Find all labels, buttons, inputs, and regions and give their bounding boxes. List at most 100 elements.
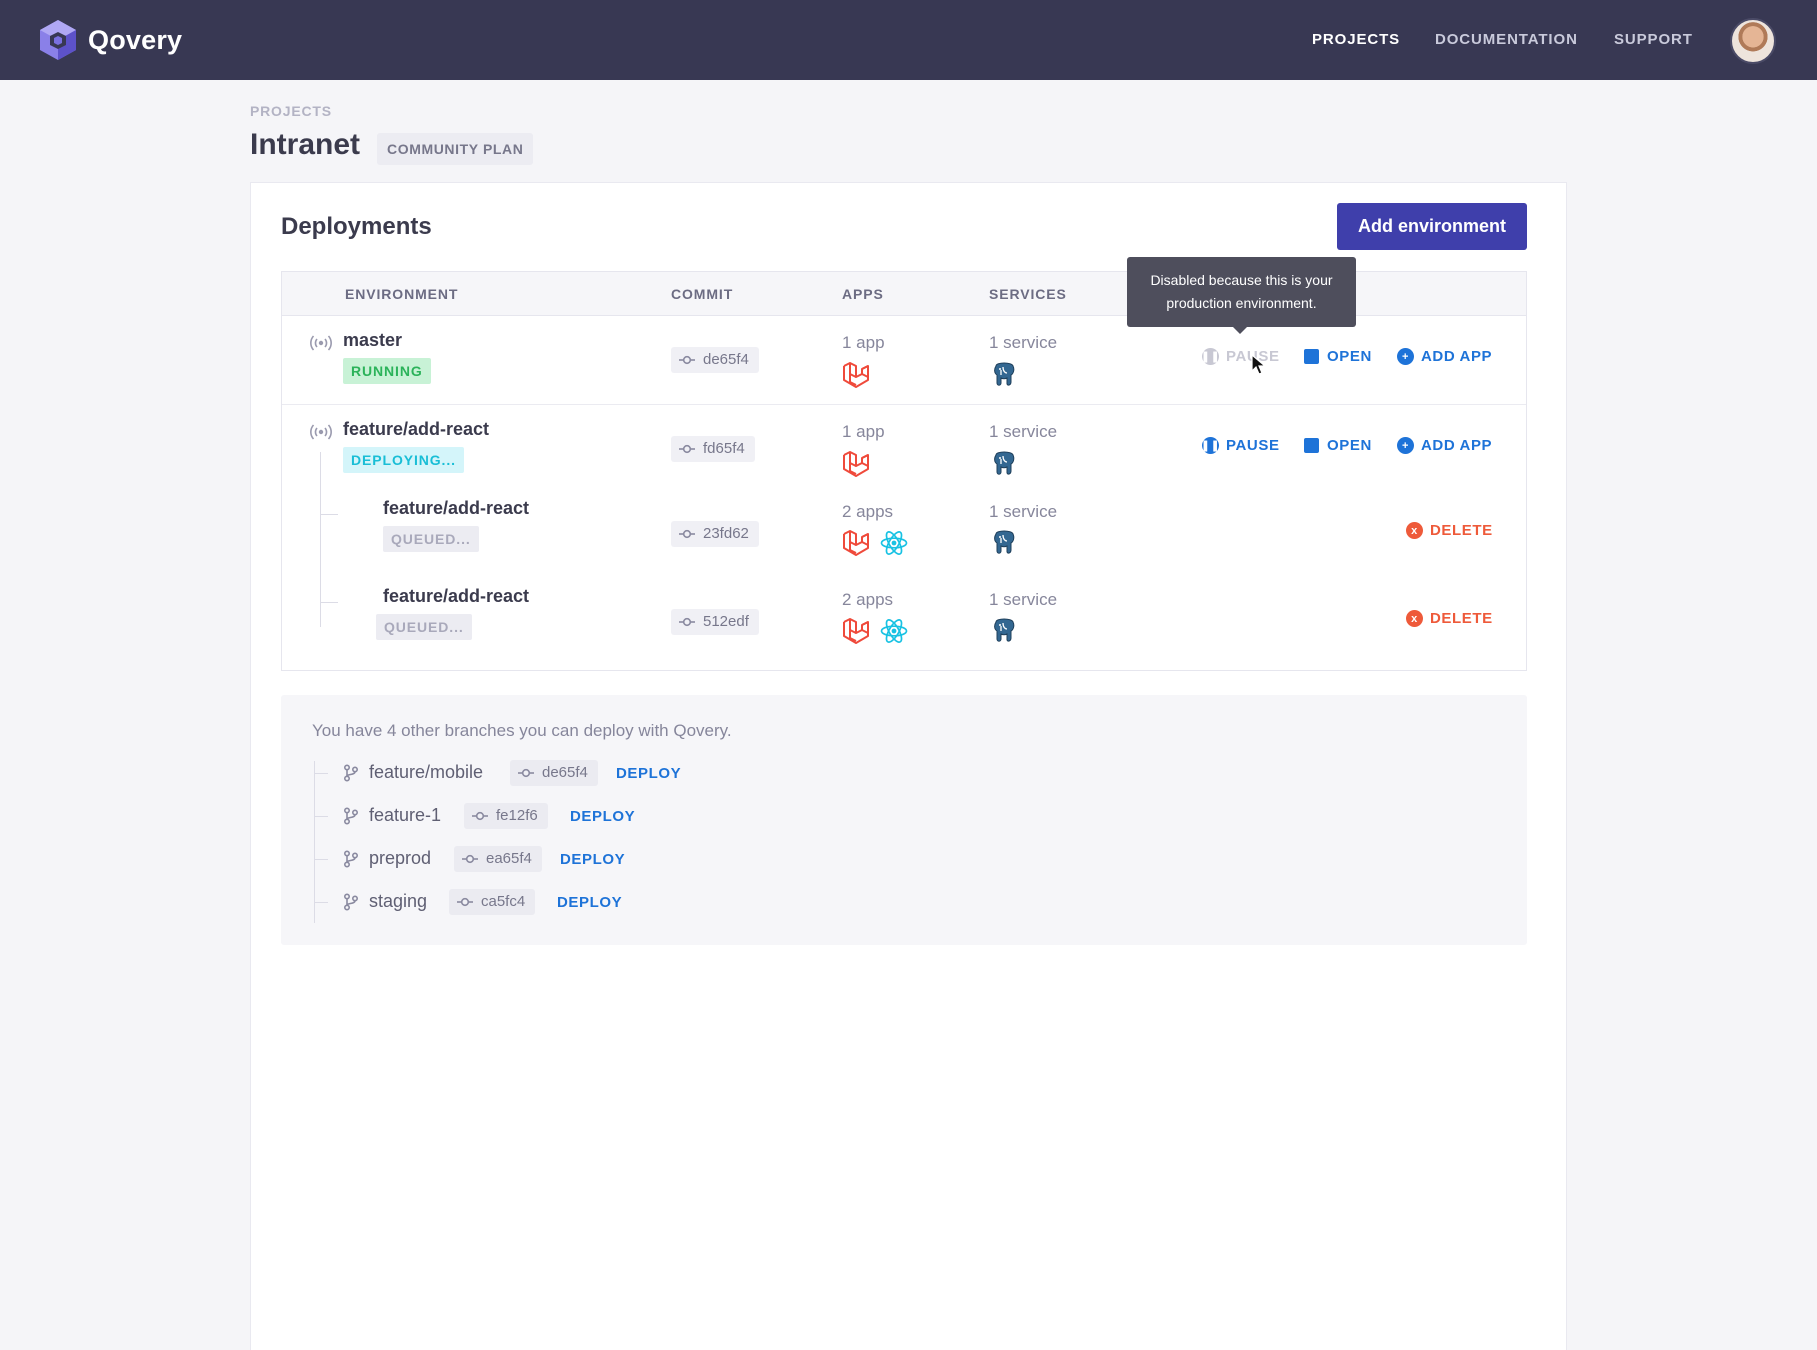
apps-count: 1 app	[842, 333, 885, 352]
tree-line	[320, 602, 338, 603]
deployments-card: Deployments Add environment ENVIRONMENT …	[250, 182, 1567, 1350]
postgresql-icon	[990, 449, 1018, 477]
plus-icon: +	[1397, 437, 1414, 454]
tree-line	[314, 902, 328, 903]
deployments-title: Deployments	[281, 213, 432, 240]
open-button[interactable]: OPEN	[1304, 437, 1372, 454]
add-app-button[interactable]: + ADD APP	[1397, 348, 1492, 365]
pause-label: PAUSE	[1226, 437, 1280, 454]
environments-table: ENVIRONMENT COMMIT APPS SERVICES master …	[281, 271, 1527, 671]
tree-line	[320, 452, 321, 627]
column-apps: APPS	[842, 286, 884, 302]
top-navbar: Qovery PROJECTS DOCUMENTATION SUPPORT	[0, 0, 1817, 80]
branch-name: preprod	[369, 848, 432, 868]
status-badge: QUEUED...	[383, 526, 479, 552]
nav-documentation[interactable]: DOCUMENTATION	[1435, 31, 1578, 48]
git-commit-icon	[679, 529, 695, 539]
environment-name[interactable]: feature/add-react	[383, 586, 530, 606]
git-commit-icon	[472, 811, 488, 821]
laravel-icon	[841, 617, 869, 645]
brand-name: Qovery	[88, 24, 183, 55]
commit-badge: ca5fc4	[449, 889, 536, 915]
commit-hash: de65f4	[542, 764, 588, 781]
pause-icon: ❚❚	[1201, 437, 1220, 454]
commit-badge: fe12f6	[464, 803, 548, 829]
commit-badge: ea65f4	[454, 846, 542, 872]
apps-count: 2 apps	[842, 502, 894, 521]
commit-hash: 23fd62	[703, 525, 749, 542]
commit-hash: ea65f4	[486, 850, 532, 867]
add-app-button[interactable]: + ADD APP	[1397, 437, 1492, 454]
tree-line	[314, 773, 328, 774]
branch-name: feature-1	[369, 805, 442, 825]
close-circle-icon: x	[1406, 522, 1423, 539]
pause-icon: ❚❚	[1201, 348, 1220, 365]
tree-line	[314, 816, 328, 817]
add-environment-button[interactable]: Add environment	[1337, 203, 1527, 250]
close-circle-icon: x	[1406, 610, 1423, 627]
delete-label: DELETE	[1430, 522, 1493, 539]
row-divider	[282, 404, 1526, 405]
delete-button[interactable]: x DELETE	[1406, 522, 1493, 539]
branch-name: feature/mobile	[369, 762, 484, 782]
services-count: 1 service	[989, 590, 1058, 609]
commit-hash: ca5fc4	[481, 893, 526, 910]
commit-badge: de65f4	[510, 760, 598, 786]
postgresql-icon	[990, 360, 1018, 388]
tree-line	[320, 514, 338, 515]
laravel-icon	[841, 529, 869, 557]
services-count: 1 service	[989, 333, 1058, 352]
branches-intro: You have 4 other branches you can deploy…	[312, 721, 732, 740]
git-commit-icon	[679, 444, 695, 454]
environment-name[interactable]: feature/add-react	[343, 419, 490, 439]
react-icon	[880, 529, 908, 557]
delete-button[interactable]: x DELETE	[1406, 610, 1493, 627]
react-icon	[880, 617, 908, 645]
column-environment: ENVIRONMENT	[345, 286, 459, 302]
environment-name[interactable]: feature/add-react	[383, 498, 530, 518]
apps-count: 2 apps	[842, 590, 894, 609]
apps-count: 1 app	[842, 422, 885, 441]
add-app-label: ADD APP	[1421, 437, 1493, 454]
git-branch-icon	[343, 850, 359, 868]
page-title: Intranet	[250, 128, 361, 161]
commit-hash: fe12f6	[496, 807, 538, 824]
plus-icon: +	[1397, 348, 1414, 365]
status-badge: QUEUED...	[376, 614, 472, 640]
open-label: OPEN	[1327, 348, 1372, 365]
disabled-tooltip: Disabled because this is your production…	[1127, 257, 1356, 334]
user-avatar[interactable]	[1730, 18, 1776, 64]
postgresql-icon	[990, 616, 1018, 644]
nav-projects[interactable]: PROJECTS	[1312, 31, 1401, 48]
git-branch-icon	[343, 893, 359, 911]
commit-hash: de65f4	[703, 351, 749, 368]
breadcrumb[interactable]: PROJECTS	[250, 103, 332, 119]
pause-button[interactable]: ❚❚ PAUSE	[1201, 348, 1280, 365]
deploy-button[interactable]: DEPLOY	[616, 765, 682, 782]
broadcast-signal-icon	[308, 334, 334, 352]
tree-line	[314, 761, 315, 923]
git-branch-icon	[343, 764, 359, 782]
brand-logo[interactable]: Qovery	[38, 18, 182, 62]
pause-button[interactable]: ❚❚ PAUSE	[1201, 437, 1280, 454]
open-button[interactable]: OPEN	[1304, 348, 1372, 365]
branch-name: staging	[369, 891, 428, 911]
broadcast-signal-icon	[308, 423, 334, 441]
environment-name[interactable]: master	[343, 330, 403, 350]
commit-badge: fd65f4	[671, 436, 755, 462]
services-count: 1 service	[989, 422, 1058, 441]
commit-hash: 512edf	[703, 613, 749, 630]
commit-badge: 512edf	[671, 609, 759, 635]
open-label: OPEN	[1327, 437, 1372, 454]
other-branches-panel: You have 4 other branches you can deploy…	[281, 695, 1527, 945]
git-commit-icon	[679, 617, 695, 627]
postgresql-icon	[990, 528, 1018, 556]
git-commit-icon	[679, 355, 695, 365]
tree-line	[314, 859, 328, 860]
deploy-button[interactable]: DEPLOY	[570, 808, 636, 825]
deploy-button[interactable]: DEPLOY	[557, 894, 623, 911]
git-branch-icon	[343, 807, 359, 825]
tooltip-line: Disabled because this is your	[1150, 272, 1333, 288]
deploy-button[interactable]: DEPLOY	[560, 851, 626, 868]
nav-support[interactable]: SUPPORT	[1614, 31, 1693, 48]
